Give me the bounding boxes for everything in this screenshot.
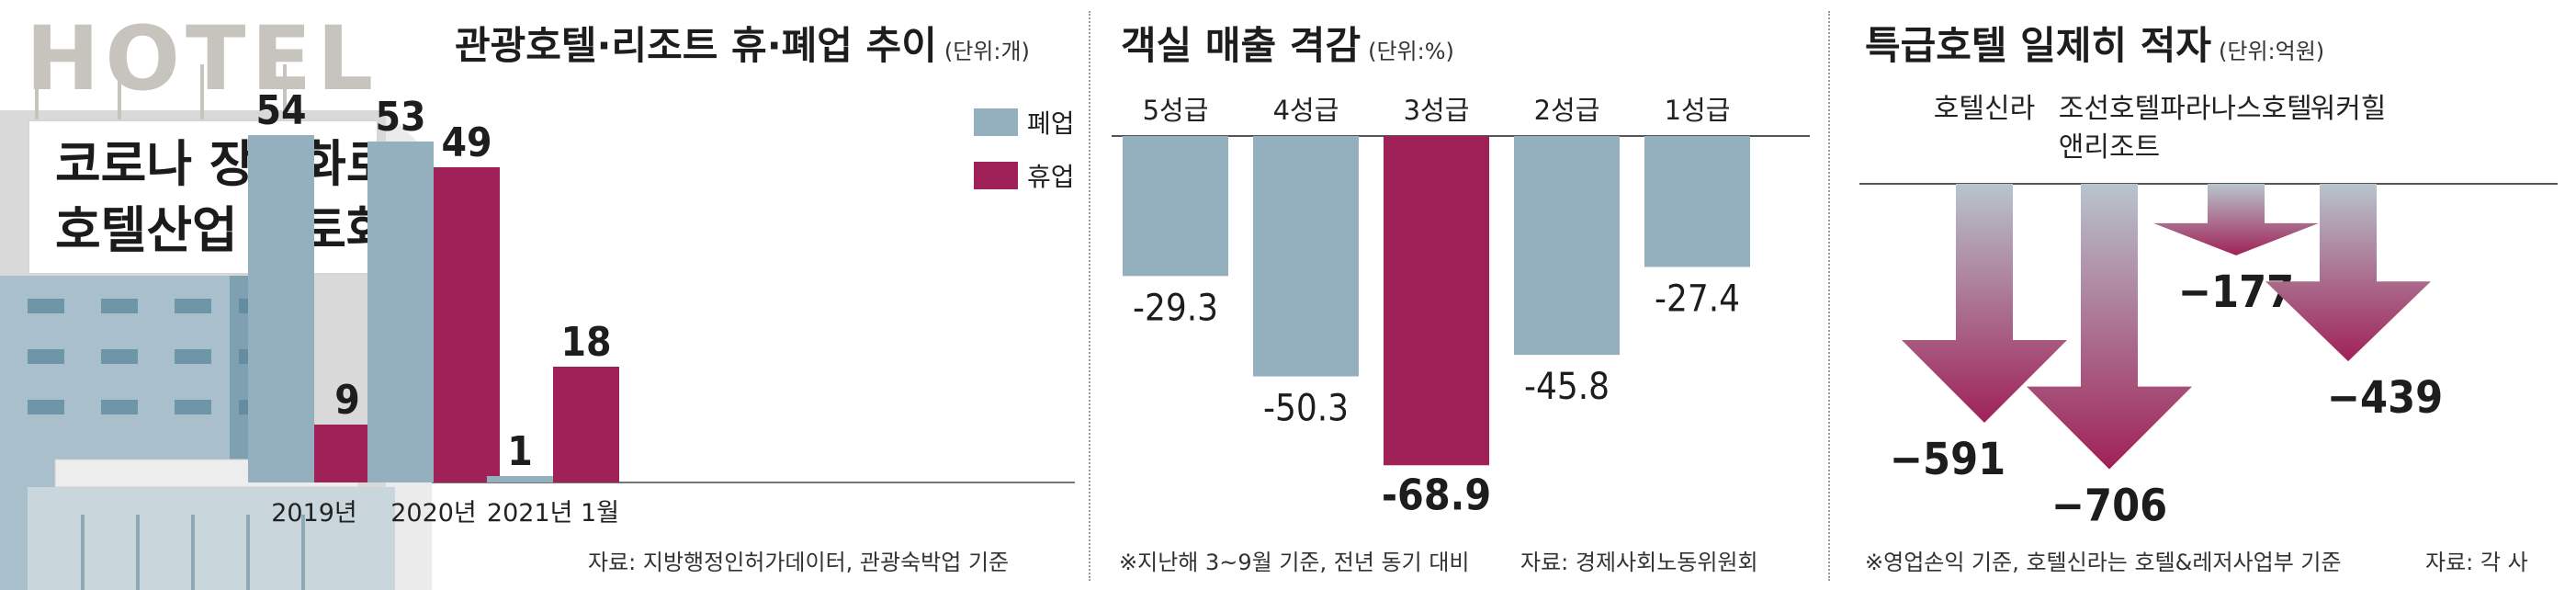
chart2-unit: (단위:%) xyxy=(1368,39,1454,64)
chart1-value-label: 1 xyxy=(507,428,533,475)
chart3-value-label: −439 xyxy=(2327,372,2443,424)
chart2-title: 객실 매출 격감 xyxy=(1121,23,1361,68)
headline-line-2: 호텔산업 초토화 xyxy=(55,200,392,259)
chart1-category-label: 2020년 xyxy=(390,499,477,528)
chart2-value-label: -68.9 xyxy=(1382,470,1491,519)
chart1-legend-swatch xyxy=(974,108,1018,136)
chart2-source: 자료: 경제사회노동위원회 xyxy=(1520,550,1758,575)
chart3-arrow xyxy=(1902,184,2067,424)
chart1-value-label: 54 xyxy=(255,87,306,134)
chart3-source: 자료: 각 사 xyxy=(2425,550,2528,575)
hotel-sign-text: HOTEL xyxy=(26,7,379,110)
chart3-arrow xyxy=(2153,184,2319,255)
chart3-category-label: 파라나스호텔 xyxy=(2160,93,2312,125)
chart2-value-label: -29.3 xyxy=(1133,287,1218,329)
chart1-category-label: 2019년 xyxy=(271,499,357,528)
chart3-value-label: −591 xyxy=(1890,434,2005,485)
chart1-title-row: 관광호텔·리조트 휴·폐업 추이 (단위:개) xyxy=(455,15,1030,71)
chart2-category-label: 5성급 xyxy=(1143,95,1209,126)
headline-box: 코로나 장기화로 호텔산업 초토화 xyxy=(28,119,392,275)
chart2-category-label: 2성급 xyxy=(1534,95,1600,126)
chart1-bar xyxy=(487,476,553,482)
divider-1 xyxy=(1089,11,1090,581)
chart2-bar xyxy=(1384,136,1489,466)
chart1-category-label: 2021년 1월 xyxy=(487,499,619,528)
chart1-value-label: 9 xyxy=(334,377,360,424)
chart1-legend-swatch xyxy=(974,162,1018,189)
chart2-value-label: -45.8 xyxy=(1524,366,1610,408)
chart1-bar xyxy=(553,367,619,482)
chart2-value-label: -27.4 xyxy=(1655,278,1740,320)
chart3-arrow xyxy=(2027,184,2192,470)
chart3-value-label: −177 xyxy=(2178,267,2294,318)
hotel-illustration: HOTEL 코로나 장기화로 호텔산업 초토화 xyxy=(0,0,432,590)
chart1-value-label: 53 xyxy=(375,94,425,141)
chart2-svg: 5성급 -29.3 4성급 -50.3 3성급 -68.9 2성급 -45.8 1성급 -27.4 xyxy=(1112,95,1810,519)
chart1-bar xyxy=(367,142,434,482)
chart3-category-label: 호텔신라 xyxy=(1934,93,2035,125)
chart2-bar xyxy=(1253,136,1359,377)
chart3-title-row: 특급호텔 일제히 적자 (단위:억원) xyxy=(1865,15,2324,71)
chart1-value-label: 18 xyxy=(560,319,611,366)
headline-line-1: 코로나 장기화로 xyxy=(55,134,392,193)
chart1-bar xyxy=(434,167,500,482)
chart2-category-label: 4성급 xyxy=(1273,95,1339,126)
chart3-value-label: −706 xyxy=(2051,481,2167,532)
chart3-category-label: 앤리조트 xyxy=(2059,131,2160,164)
chart2-category-label: 1성급 xyxy=(1665,95,1731,126)
chart3-note: ※영업손익 기준, 호텔신라는 호텔&레저사업부 기준 xyxy=(1865,550,2342,575)
chart3-category-label: 워커힐 xyxy=(2310,93,2387,125)
chart2-bar xyxy=(1123,136,1228,277)
chart1-unit: (단위:개) xyxy=(943,39,1030,64)
chart1-source: 자료: 지방행정인허가데이터, 관광숙박업 기준 xyxy=(588,550,1010,575)
chart1-value-label: 49 xyxy=(441,119,491,166)
chart1-legend-label: 휴업 xyxy=(1027,162,1075,192)
chart3-unit: (단위:억원) xyxy=(2219,39,2325,64)
chart2-note: ※지난해 3~9월 기준, 전년 동기 대비 xyxy=(1119,550,1470,575)
chart1-bar xyxy=(248,135,314,482)
chart2-bar xyxy=(1644,136,1750,267)
chart2-title-row: 객실 매출 격감 (단위:%) xyxy=(1121,15,1454,71)
chart2-category-label: 3성급 xyxy=(1404,95,1470,126)
chart2-value-label: -50.3 xyxy=(1263,388,1349,430)
divider-2 xyxy=(1828,11,1830,581)
chart3-category-label: 조선호텔 xyxy=(2059,93,2160,125)
chart1-legend-label: 폐업 xyxy=(1027,108,1075,139)
chart2-bar xyxy=(1514,136,1620,356)
chart1-title: 관광호텔·리조트 휴·폐업 추이 xyxy=(455,23,937,68)
chart3-title: 특급호텔 일제히 적자 xyxy=(1865,23,2212,68)
chart3-arrow xyxy=(2265,184,2431,362)
